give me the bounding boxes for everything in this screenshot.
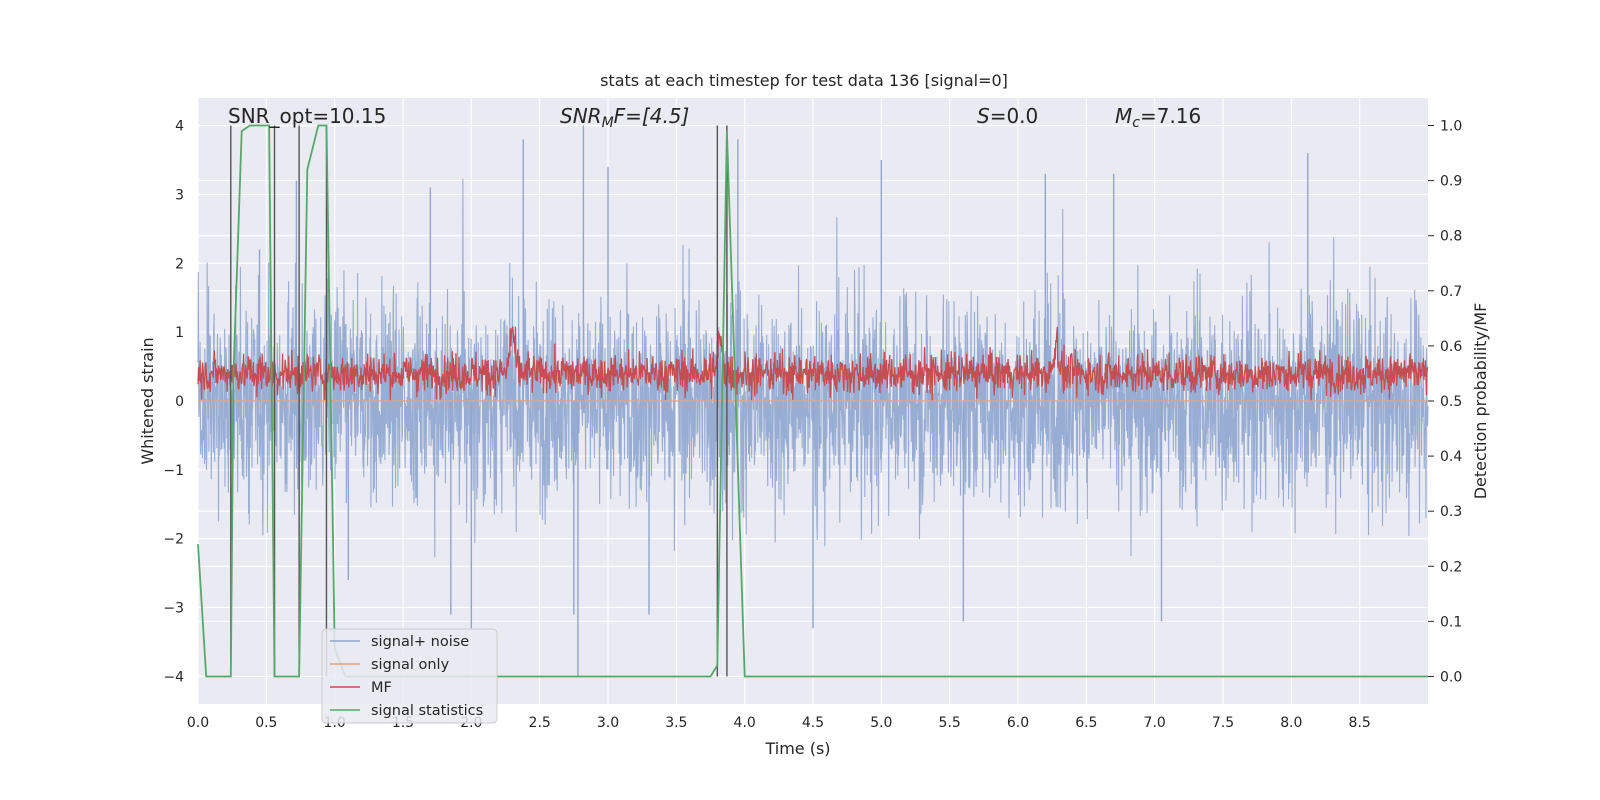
mf-trace [197, 326, 1429, 402]
legend-box [321, 628, 498, 724]
x-tick-label-6: 3.0 [597, 715, 619, 731]
annotation-snr-opt: SNR_opt=10.15 [228, 104, 386, 128]
x-tick-label-5: 2.5 [529, 715, 551, 731]
y2-tick-label-8: 0.8 [1440, 229, 1462, 245]
mf-series [197, 326, 1429, 402]
y2-tick-label-7: 0.7 [1440, 284, 1462, 300]
y2-tick-label-5: 0.5 [1440, 394, 1462, 410]
y2-tick-label-10: 1.0 [1440, 119, 1462, 135]
legend-label-noise: signal+ noise [371, 634, 469, 650]
signal-statistics-series [197, 124, 1428, 678]
x-tick-label-10: 5.0 [870, 715, 892, 731]
y2-tick-label-9: 0.9 [1440, 174, 1462, 190]
annotation-mc: Mc=7.16 [1115, 104, 1201, 131]
snr-mf-rest: F=[4.5] [614, 104, 690, 128]
x-tick-label-11: 5.5 [939, 715, 961, 731]
x-tick-label-14: 7.0 [1144, 715, 1166, 731]
annotation-snr-mf: SNRMF=[4.5] [560, 104, 689, 131]
y2-tick-label-0: 0.0 [1440, 669, 1462, 685]
y2-tick-label-2: 0.2 [1440, 559, 1462, 575]
y-axis-label: Whitened strain [138, 337, 157, 464]
y2-axis-label: Detection probability/MF [1471, 303, 1490, 500]
x-tick-label-16: 8.0 [1280, 715, 1302, 731]
signal-statistics-line [197, 124, 1428, 678]
y2-tick-label-6: 0.6 [1440, 339, 1462, 355]
legend-label-signal-only: signal only [371, 657, 450, 673]
y-tick-label-6: 2 [175, 256, 184, 272]
mc-symbol: M [1115, 104, 1132, 128]
y-tick-label-1: −3 [163, 601, 184, 617]
x-axis-label: Time (s) [764, 739, 830, 758]
x-tick-label-9: 4.5 [802, 715, 824, 731]
annotation-s: S=0.0 [977, 104, 1038, 128]
y-tick-label-0: −4 [163, 669, 184, 685]
x-tick-label-12: 6.0 [1007, 715, 1029, 731]
legend-label-signal-statistics: signal statistics [371, 703, 483, 719]
y-tick-label-8: 4 [175, 119, 184, 135]
mc-value: =7.16 [1140, 104, 1201, 128]
y-tick-label-7: 3 [175, 187, 184, 203]
s-symbol: S [977, 104, 990, 128]
y-tick-label-3: −1 [163, 463, 184, 479]
legend: signal+ noise signal only MF signal stat… [321, 628, 498, 724]
s-value: =0.0 [990, 104, 1039, 128]
snr-mf-symbol: SNR [560, 104, 602, 128]
x-tick-label-15: 7.5 [1212, 715, 1234, 731]
y2-axis-ticks: 0.0 0.1 0.2 0.3 0.4 0.5 0.6 0.7 0.8 0.9 1.0 [1428, 119, 1462, 685]
x-tick-label-1: 0.5 [255, 715, 277, 731]
y2-tick-label-1: 0.1 [1440, 614, 1462, 630]
x-tick-label-0: 0.0 [187, 715, 209, 731]
x-tick-label-8: 4.0 [734, 715, 756, 731]
y-tick-label-2: −2 [163, 532, 184, 548]
y-axis-ticks: −4 −3 −2 −1 0 1 2 3 4 [163, 119, 184, 686]
x-tick-label-7: 3.5 [665, 715, 687, 731]
y2-tick-label-3: 0.3 [1440, 504, 1462, 520]
x-tick-label-17: 8.5 [1349, 715, 1371, 731]
legend-label-mf: MF [371, 680, 392, 696]
chart-title: stats at each timestep for test data 136… [600, 71, 1008, 90]
x-tick-label-13: 6.5 [1075, 715, 1097, 731]
y-tick-label-5: 1 [175, 325, 184, 341]
y2-tick-label-4: 0.4 [1440, 449, 1462, 465]
y-tick-label-4: 0 [175, 394, 184, 410]
snr-mf-subscript: M [602, 115, 614, 131]
mc-subscript: c [1132, 115, 1140, 131]
